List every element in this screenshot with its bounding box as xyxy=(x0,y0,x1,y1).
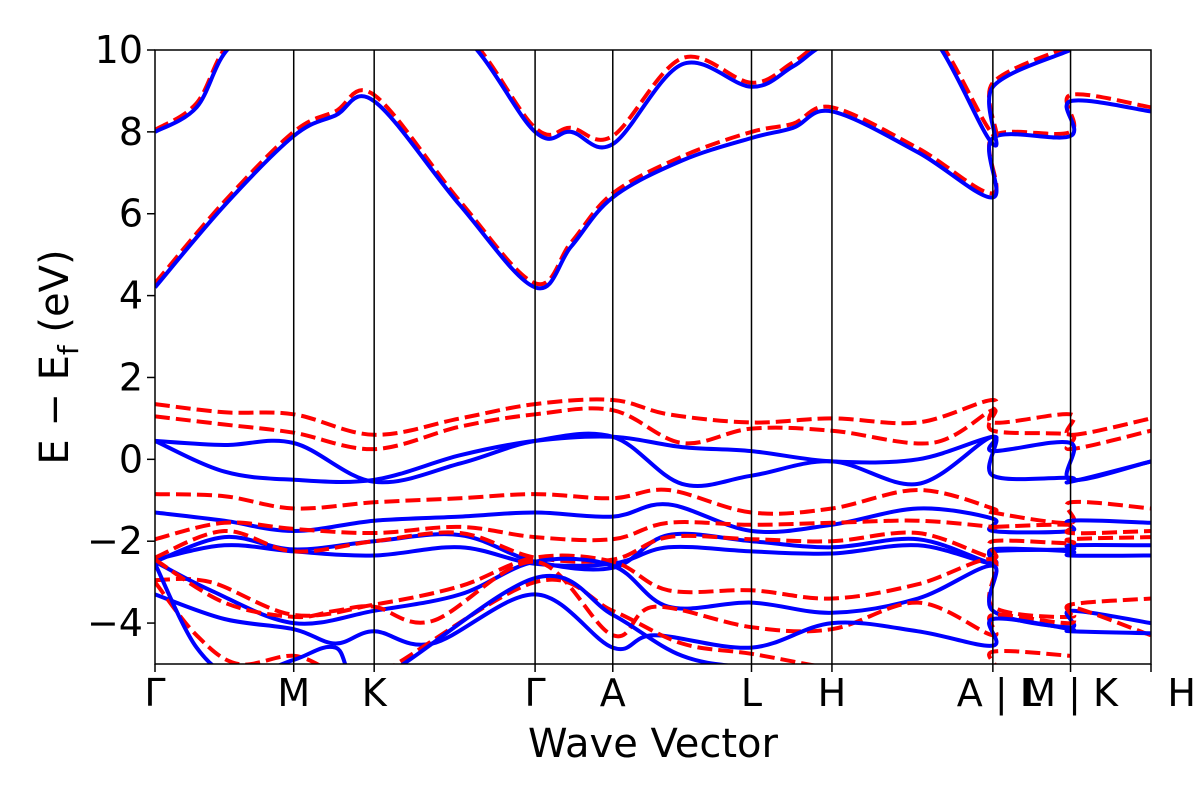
dashed-band-4 xyxy=(155,397,1151,437)
y-ticks: 10 8 6 4 2 0 −2 −4 xyxy=(87,28,155,645)
solid-band-3 xyxy=(155,50,1072,150)
solid-band-9 xyxy=(155,502,1151,535)
solid-band-7 xyxy=(155,434,1151,484)
x-axis-label: Wave Vector xyxy=(528,721,779,767)
dashed-band-13 xyxy=(155,528,1151,564)
y-tick-label: −2 xyxy=(87,519,143,563)
y-tick-label: 0 xyxy=(119,437,143,481)
y-axis-label-sub: f xyxy=(52,344,85,355)
y-tick-label: 8 xyxy=(119,110,143,154)
x-tick-label-L: L xyxy=(741,671,762,715)
kpoint-lines xyxy=(292,50,1072,664)
x-ticks: Γ M K Γ A L H A | LM | K H xyxy=(144,664,1196,716)
x-tick-label-H: H xyxy=(818,671,847,715)
x-tick-label-Γ2: Γ xyxy=(525,671,546,715)
x-tick-label-A: A xyxy=(600,671,626,715)
x-tick-label-A2: A | L xyxy=(957,671,1041,716)
dashed-band-2 xyxy=(155,50,1067,142)
dashed-band-16 xyxy=(155,557,1151,639)
dashed-band-10 xyxy=(155,518,1151,543)
x-tick-label-H2: H xyxy=(1167,671,1196,715)
solid-band-17 xyxy=(155,592,1151,652)
y-tick-label: 4 xyxy=(119,274,143,318)
y-tick-label: 10 xyxy=(95,28,143,72)
dashed-band-8 xyxy=(155,487,1151,525)
x-tick-label-K: K xyxy=(362,671,388,715)
y-axis-label-unit: (eV) xyxy=(32,249,78,345)
dashed-band-5 xyxy=(155,406,1151,452)
solid-band-6 xyxy=(155,431,1151,488)
y-tick-label: 2 xyxy=(119,355,143,399)
band-series-layer xyxy=(155,50,1151,664)
x-tick-label-M2: M | K xyxy=(1023,671,1119,716)
dashed-band-18 xyxy=(155,577,1071,664)
dashed-band-0 xyxy=(155,88,1151,287)
solid-band-19 xyxy=(155,562,734,664)
x-tick-label-M: M xyxy=(277,671,310,715)
y-axis-label: E − Ef (eV) xyxy=(32,249,85,464)
x-tick-label-Γ: Γ xyxy=(144,671,165,715)
y-tick-label: −4 xyxy=(87,601,143,645)
y-axis-label-main: E − E xyxy=(32,355,78,465)
plot-frame xyxy=(154,49,1152,665)
y-tick-label: 6 xyxy=(119,192,143,236)
